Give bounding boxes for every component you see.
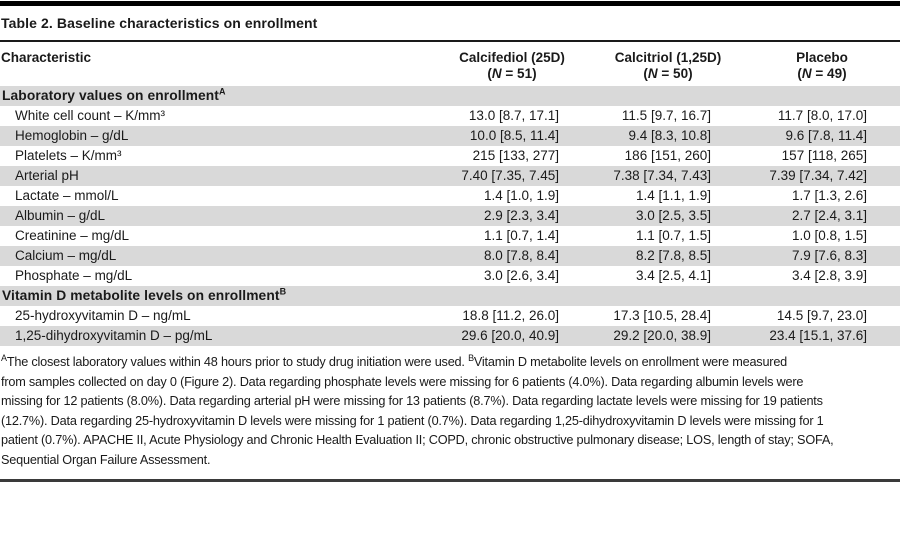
characteristic-label: Lactate – mmol/L (15, 188, 119, 203)
footnote-line: missing for 12 patients (8.0%). Data reg… (1, 394, 823, 408)
table-row: Lactate – mmol/L 1.4 [1.0, 1.9] 1.4 [1.1, … (0, 186, 900, 206)
column-group-header-3: Placebo (N = 49) (744, 50, 900, 82)
value-cell (432, 86, 592, 106)
value-cell: 186 [151, 260] (624, 148, 711, 163)
characteristic-label: Platelets – K/mm³ (15, 148, 122, 163)
characteristic-label: Arterial pH (15, 168, 79, 183)
value-cell: 17.3 [10.5, 28.4] (613, 308, 711, 323)
column-group-header-2: Calcitriol (1,25D) (N = 50) (592, 50, 744, 82)
table-header-row: Characteristic Calcifediol (25D) (N = 51)… (0, 42, 900, 86)
value-cell: 18.8 [11.2, 26.0] (462, 308, 559, 323)
value-cell: 29.2 [20.0, 38.9] (613, 328, 711, 343)
value-cell: 3.4 [2.8, 3.9] (791, 268, 867, 283)
value-cell: 8.0 [7.8, 8.4] (483, 248, 559, 263)
value-cell: 11.7 [8.0, 17.0] (777, 108, 867, 123)
value-cell: 10.0 [8.5, 11.4] (469, 128, 559, 143)
characteristic-column-header: Characteristic (1, 50, 92, 65)
value-cell: 3.0 [2.6, 3.4] (483, 268, 559, 283)
column-group-n: (N = 50) (643, 66, 693, 81)
value-cell: 14.5 [9.7, 23.0] (776, 308, 867, 323)
value-cell: 7.38 [7.34, 7.43] (613, 168, 711, 183)
footnote-line: patient (0.7%). APACHE II, Acute Physiol… (1, 433, 834, 447)
value-cell: 7.40 [7.35, 7.45] (461, 168, 559, 183)
column-group-name: Placebo (796, 50, 848, 65)
table-row: Calcium – mg/dL 8.0 [7.8, 8.4] 8.2 [7.8, 8… (0, 246, 900, 266)
table-row: Hemoglobin – g/dL 10.0 [8.5, 11.4] 9.4 [8.… (0, 126, 900, 146)
column-group-name: Calcitriol (1,25D) (614, 50, 722, 65)
value-cell (432, 286, 592, 306)
footnote-line: (12.7%). Data regarding 25-hydroxyvitami… (1, 413, 824, 428)
value-cell: 7.39 [7.34, 7.42] (769, 168, 867, 183)
value-cell: 7.9 [7.6, 8.3] (791, 248, 867, 263)
characteristic-label: White cell count – K/mm³ (15, 108, 166, 123)
value-cell (744, 286, 900, 306)
value-cell: 13.0 [8.7, 17.1] (468, 108, 559, 123)
footnote-marker: A (219, 86, 226, 97)
value-cell: 1.0 [0.8, 1.5] (791, 228, 867, 243)
footnote-line: from samples collected on day 0 (Figure … (1, 374, 804, 389)
table-footnotes: AThe closest laboratory values within 48… (0, 346, 900, 470)
value-cell: 3.4 [2.5, 4.1] (635, 268, 711, 283)
value-cell: 1.4 [1.1, 1.9] (635, 188, 711, 203)
footnote-marker: B (468, 352, 474, 363)
table-row: Platelets – K/mm³ 215 [133, 277] 186 [151,… (0, 146, 900, 166)
value-cell: 23.4 [15.1, 37.6] (769, 328, 867, 343)
section-label: Vitamin D metabolite levels on enrollmen… (2, 286, 287, 303)
table-row: Arterial pH 7.40 [7.35, 7.45] 7.38 [7.34, … (0, 166, 900, 186)
column-group-n: (N = 49) (797, 66, 847, 81)
top-rule (0, 1, 900, 6)
characteristic-label: Albumin – g/dL (15, 208, 106, 223)
value-cell (592, 286, 744, 306)
n-symbol: N (647, 66, 658, 81)
section-label: Laboratory values on enrollmentA (2, 86, 226, 103)
table-row: 25-hydroxyvitamin D – ng/mL 18.8 [11.2, 2… (0, 306, 900, 326)
value-cell: 3.0 [2.5, 3.5] (635, 208, 711, 223)
characteristic-label: Hemoglobin – g/dL (15, 128, 129, 143)
footnote-marker: B (279, 286, 287, 297)
value-cell: 2.9 [2.3, 3.4] (483, 208, 559, 223)
value-cell: 8.2 [7.8, 8.5] (635, 248, 711, 263)
characteristic-label: Creatinine – mg/dL (15, 228, 130, 243)
characteristic-label: 25-hydroxyvitamin D – ng/mL (15, 308, 191, 323)
table-title: Table 2. Baseline characteristics on enr… (1, 15, 318, 31)
value-cell (592, 86, 744, 106)
value-cell: 1.1 [0.7, 1.4] (483, 228, 559, 243)
characteristic-label: Phosphate – mg/dL (15, 268, 133, 283)
column-group-n: (N = 51) (487, 66, 537, 81)
column-group-name: Calcifediol (25D) (459, 50, 565, 65)
value-cell: 215 [133, 277] (472, 148, 559, 163)
value-cell: 9.6 [7.8, 11.4] (785, 128, 867, 143)
footnote-line: AThe closest laboratory values within 48… (1, 352, 788, 369)
n-symbol: N (491, 66, 502, 81)
value-cell: 2.7 [2.4, 3.1] (791, 208, 867, 223)
table-body: Laboratory values on enrollmentA White ce… (0, 86, 900, 346)
value-cell: 29.6 [20.0, 40.9] (461, 328, 559, 343)
title-rule (0, 40, 900, 42)
table-row: Creatinine – mg/dL 1.1 [0.7, 1.4] 1.1 [0.7… (0, 226, 900, 246)
n-symbol: N (801, 66, 812, 81)
bottom-rule (0, 479, 900, 482)
footnote-line: Sequential Organ Failure Assessment. (1, 452, 211, 467)
value-cell: 1.1 [0.7, 1.5] (635, 228, 711, 243)
table-row: Albumin – g/dL 2.9 [2.3, 3.4] 3.0 [2.5, 3.… (0, 206, 900, 226)
value-cell: 157 [118, 265] (781, 148, 867, 163)
table-row: Phosphate – mg/dL 3.0 [2.6, 3.4] 3.4 [2.5,… (0, 266, 900, 286)
footnote-marker: A (1, 352, 7, 363)
value-cell: 1.7 [1.3, 2.6] (791, 188, 867, 203)
section-row: Vitamin D metabolite levels on enrollmen… (0, 286, 900, 306)
value-cell: 1.4 [1.0, 1.9] (483, 188, 559, 203)
table-row: 1,25-dihydroxyvitamin D – pg/mL 29.6 [20.… (0, 326, 900, 346)
section-row: Laboratory values on enrollmentA (0, 86, 900, 106)
characteristic-label: 1,25-dihydroxyvitamin D – pg/mL (15, 328, 213, 343)
table-row: White cell count – K/mm³ 13.0 [8.7, 17.1]… (0, 106, 900, 126)
value-cell (744, 86, 900, 106)
characteristic-label: Calcium – mg/dL (15, 248, 117, 263)
value-cell: 11.5 [9.7, 16.7] (621, 108, 711, 123)
value-cell: 9.4 [8.3, 10.8] (628, 128, 711, 143)
column-group-header-1: Calcifediol (25D) (N = 51) (432, 50, 592, 82)
